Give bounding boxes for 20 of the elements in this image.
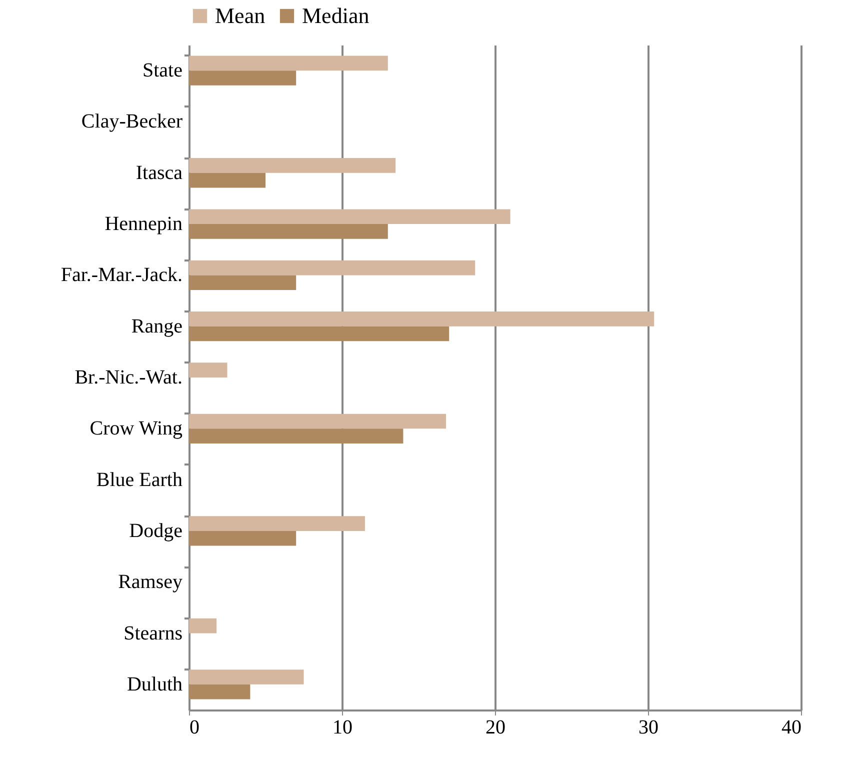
x-tick-label: 0	[190, 716, 200, 738]
y-tick-label: Ramsey	[118, 571, 182, 594]
legend-label: Mean	[215, 3, 266, 28]
y-tick-label: Range	[131, 315, 183, 338]
legend-label: Median	[302, 3, 370, 28]
y-tick-label: Itasca	[136, 162, 183, 184]
y-tick-label: Hennepin	[104, 213, 182, 236]
x-tick-label: 20	[486, 716, 506, 738]
x-tick-label: 10	[332, 716, 352, 738]
y-tick-label: Crow Wing	[90, 418, 182, 440]
y-tick-label: Duluth	[126, 673, 182, 696]
x-tick-label: 40	[782, 716, 802, 738]
y-tick-label: Br.-Nic.-Wat.	[74, 366, 182, 388]
y-tick-label: Dodge	[129, 520, 183, 542]
y-tick-label: Stearns	[124, 622, 183, 644]
x-tick-label: 30	[638, 716, 658, 738]
y-tick-label: Blue Earth	[96, 468, 182, 491]
y-tick-label: Far.-Mar.-Jack.	[60, 264, 182, 286]
y-tick-label: Clay-Becker	[81, 110, 183, 133]
y-tick-label: State	[142, 60, 183, 82]
